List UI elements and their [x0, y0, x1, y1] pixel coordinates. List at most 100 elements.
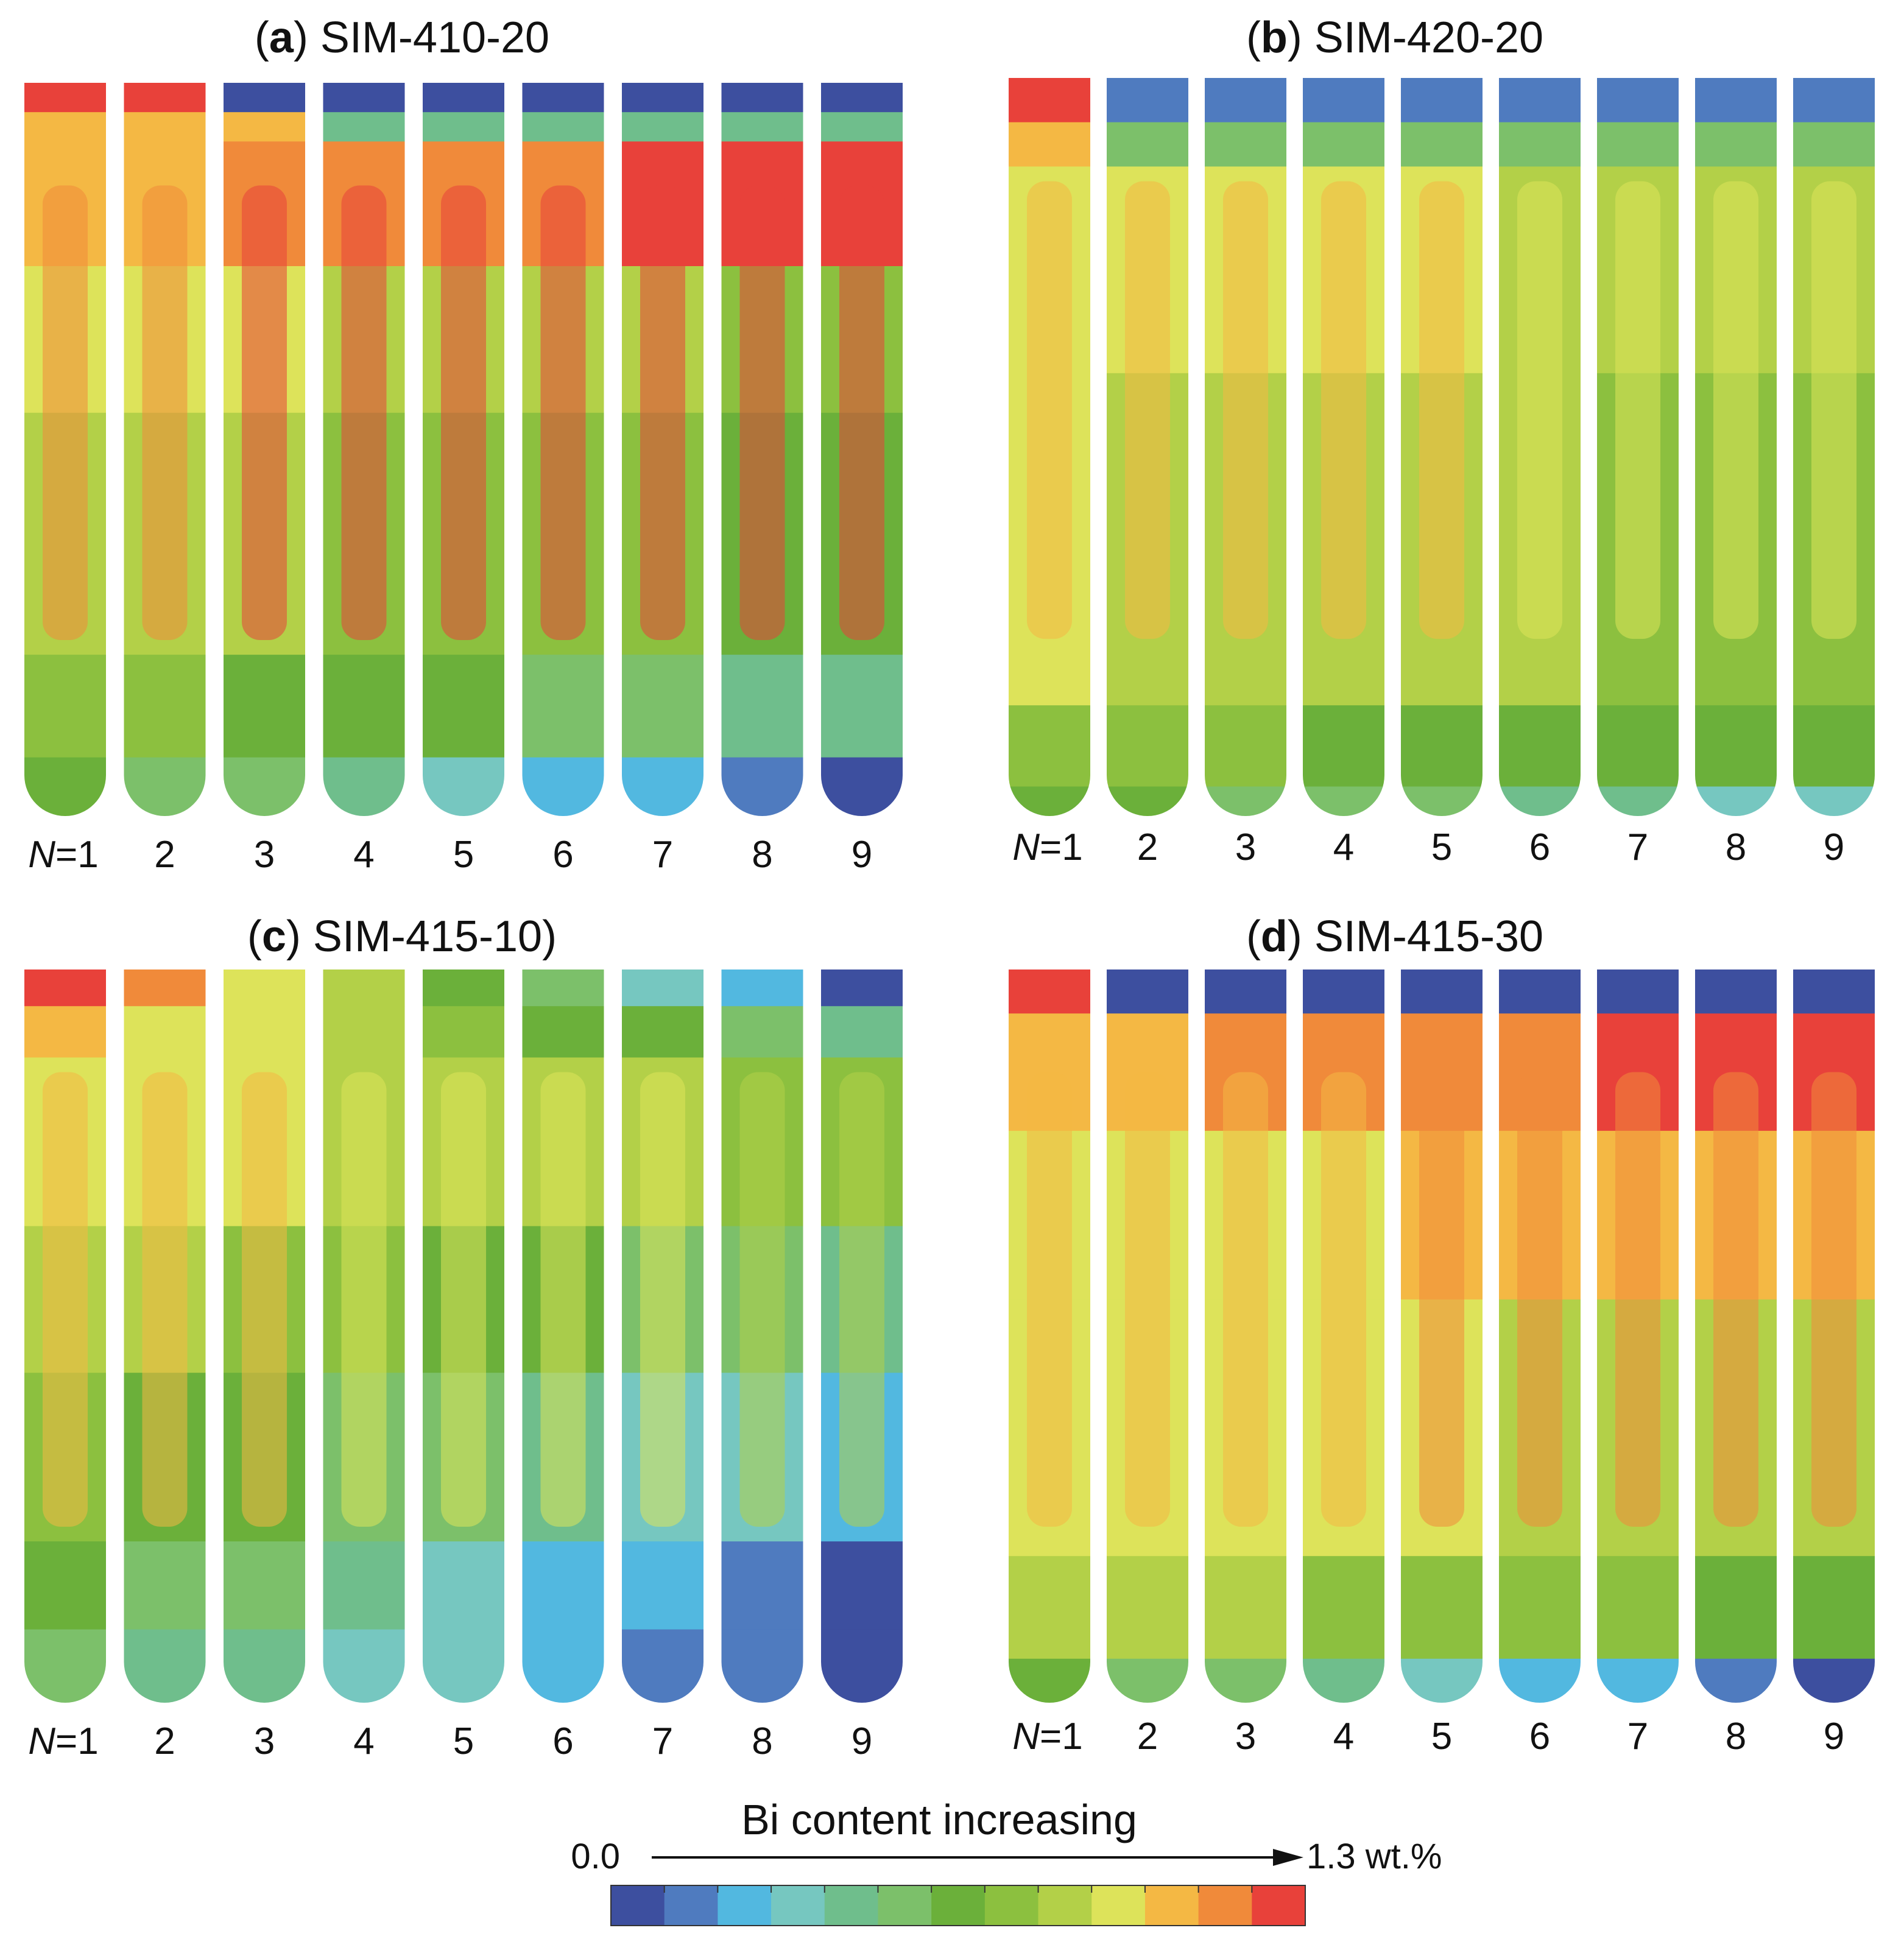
legend-swatch-6 [878, 1885, 932, 1926]
tube-core [441, 185, 486, 641]
n-label-c-3: 3 [254, 1720, 275, 1762]
tube-core [739, 185, 785, 641]
tube-b-2 [1107, 78, 1188, 816]
legend-swatch-11 [1144, 1885, 1199, 1926]
n-label-a-1: N=1 [28, 834, 98, 876]
tube-c-5 [423, 969, 504, 1703]
tube-band [1597, 705, 1679, 787]
legend-swatch-5 [824, 1885, 878, 1926]
n-label-c-1: N=1 [28, 1720, 98, 1762]
tube-d-2 [1107, 969, 1188, 1703]
legend-swatch-7 [931, 1885, 985, 1926]
tube-band [1499, 78, 1581, 123]
tube-band [1107, 969, 1188, 1015]
panel-a: (a) SIM-410-20 N=1 2 3 4 5 6 7 8 9 [24, 13, 903, 876]
tube-band [1107, 122, 1188, 167]
tube-core [1027, 1072, 1072, 1527]
tube-band [1499, 705, 1581, 787]
tube-core [1223, 1072, 1268, 1527]
n-label-c-7: 7 [652, 1720, 673, 1762]
tube-band [821, 83, 903, 113]
panel-c-tubes [24, 969, 903, 1703]
n-label-b-5: 5 [1431, 826, 1452, 868]
panel-a-n-labels: N=1 2 3 4 5 6 7 8 9 [28, 834, 872, 876]
tube-band [124, 757, 206, 816]
tube-band [1107, 1658, 1188, 1703]
tube-core [242, 1072, 287, 1527]
tube-band [224, 1006, 305, 1058]
tube-band [1205, 1556, 1286, 1659]
tube-core [640, 1072, 685, 1527]
tube-core [1321, 181, 1366, 639]
legend-max-label: 1.3 wt.% [1306, 1837, 1442, 1876]
tube-band [423, 1006, 504, 1058]
tube-band [1793, 1556, 1875, 1659]
tube-core [1419, 1072, 1464, 1527]
tube-c-2 [124, 969, 206, 1703]
tube-band [323, 112, 405, 143]
tube-band [721, 112, 803, 143]
n-label-d-5: 5 [1431, 1716, 1452, 1758]
tube-band [1597, 786, 1679, 816]
tube-band [124, 1541, 206, 1630]
tube-band [1107, 705, 1188, 787]
n-label-b-2: 2 [1137, 826, 1158, 868]
tube-band [1695, 1658, 1777, 1703]
tube-band [323, 655, 405, 758]
tube-band [522, 1629, 604, 1703]
tube-band [1695, 786, 1777, 816]
tube-band [24, 969, 106, 1007]
tube-core [540, 1072, 586, 1527]
tube-band [1793, 969, 1875, 1015]
panel-a-title: (a) SIM-410-20 [255, 13, 549, 62]
n-label-a-5: 5 [453, 834, 474, 876]
tube-b-8 [1695, 78, 1777, 816]
n-label-d-7: 7 [1627, 1716, 1648, 1758]
tube-d-6 [1499, 969, 1581, 1703]
legend-frame [610, 1885, 1306, 1926]
legend-min-label: 0.0 [571, 1837, 620, 1876]
tube-a-1 [24, 83, 106, 816]
tube-band [124, 1629, 206, 1703]
tube-d-9 [1793, 969, 1875, 1703]
tube-a-8 [721, 83, 803, 816]
tube-core [441, 1072, 486, 1527]
tube-band [821, 1629, 903, 1703]
n-label-d-1: N=1 [1012, 1716, 1082, 1758]
n-label-b-9: 9 [1824, 826, 1844, 868]
tube-core [1811, 181, 1856, 639]
tube-core [341, 1072, 387, 1527]
tube-d-8 [1695, 969, 1777, 1703]
tube-core [1517, 181, 1562, 639]
tube-band [323, 757, 405, 816]
panel-d-tubes [1009, 969, 1875, 1703]
tube-band [622, 1006, 703, 1058]
tube-d-5 [1401, 969, 1483, 1703]
tube-band [721, 1541, 803, 1630]
tube-band [24, 83, 106, 113]
tube-band [423, 112, 504, 143]
legend-swatch-12 [1198, 1885, 1252, 1926]
tube-core [43, 185, 88, 641]
tube-band [1107, 1556, 1188, 1659]
legend-title: Bi content increasing [741, 1796, 1137, 1843]
n-label-c-4: 4 [353, 1720, 374, 1762]
tube-band [1009, 78, 1090, 123]
tube-band [1597, 1658, 1679, 1703]
tube-band [1793, 1658, 1875, 1703]
tube-band [522, 757, 604, 816]
tube-band [622, 112, 703, 143]
tube-a-7 [622, 83, 703, 816]
n-label-a-2: 2 [154, 834, 175, 876]
tube-band [124, 83, 206, 113]
tube-c-3 [224, 969, 305, 1703]
tube-a-5 [423, 83, 504, 816]
tube-band [622, 969, 703, 1007]
tube-a-9 [821, 83, 903, 816]
n-label-c-8: 8 [752, 1720, 772, 1762]
tube-band [224, 1541, 305, 1630]
tube-core [1615, 1072, 1660, 1527]
tube-band [1597, 1556, 1679, 1659]
legend-swatch-8 [984, 1885, 1039, 1926]
